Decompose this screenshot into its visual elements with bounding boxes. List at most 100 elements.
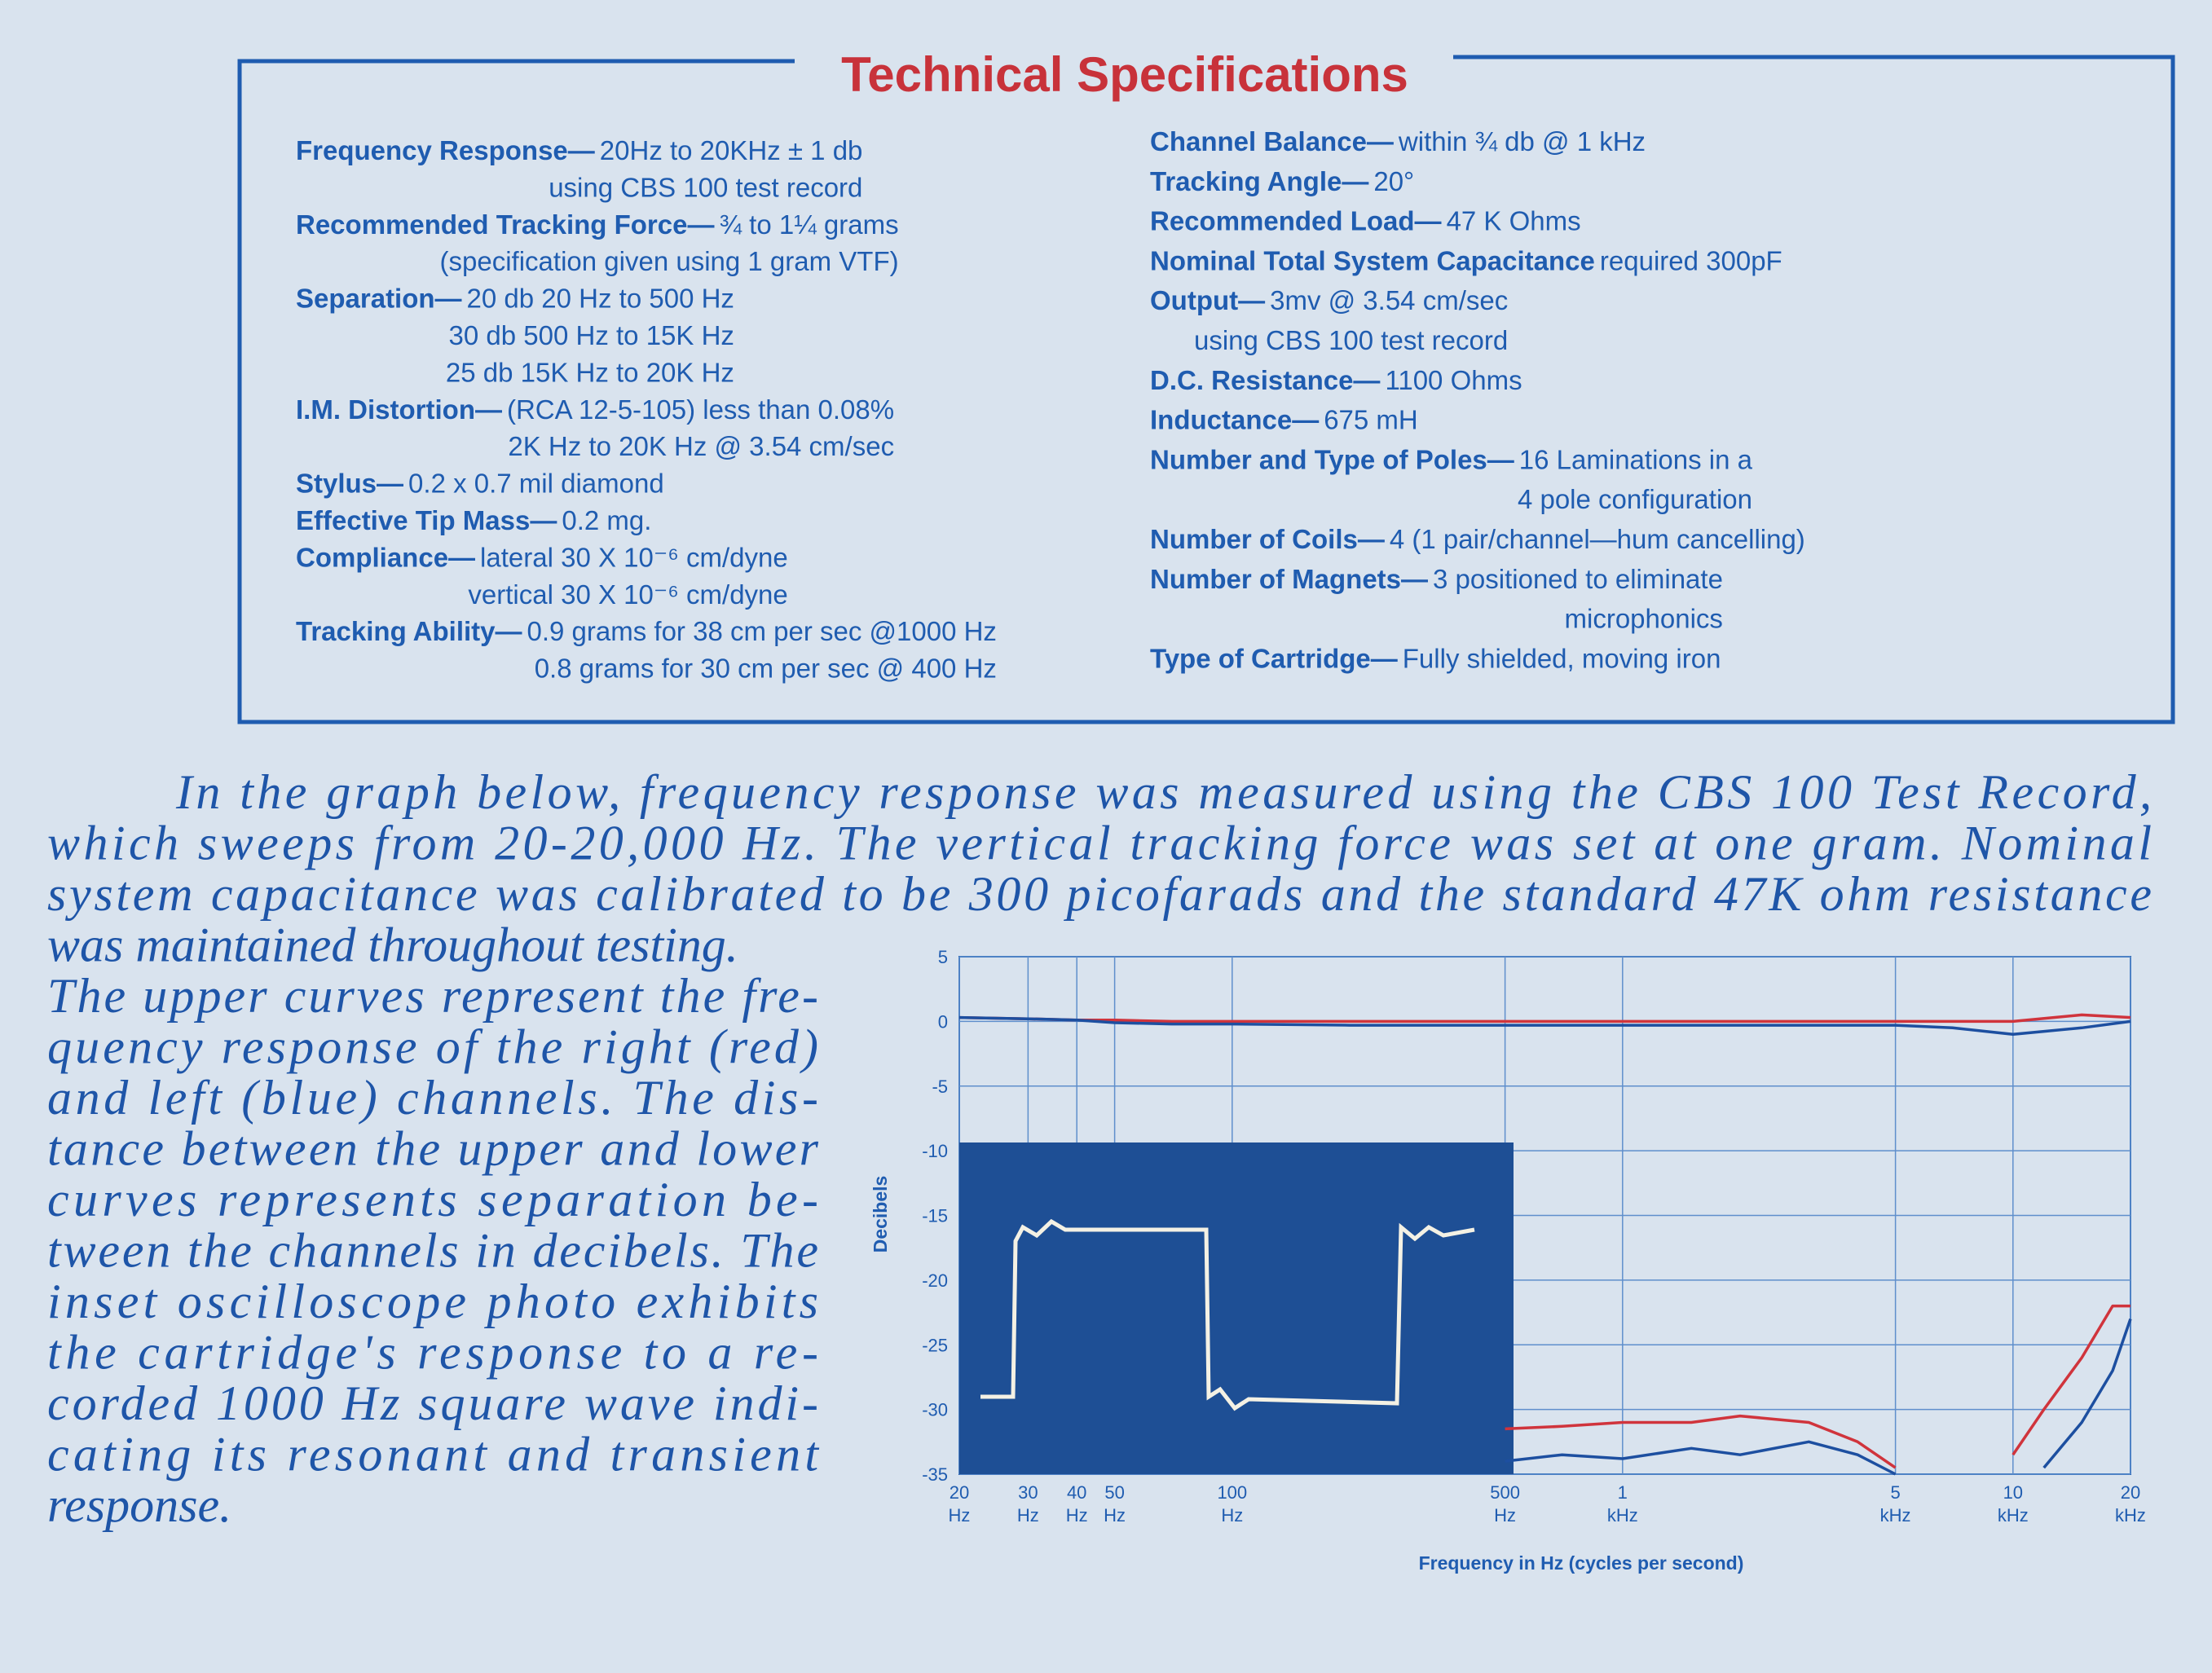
spec-value: 20°: [1373, 166, 1414, 196]
spec-value: 0.2 x 0.7 mil diamond: [408, 469, 664, 499]
x-tick-label: 500: [1490, 1482, 1520, 1503]
spec-label: Separation—: [296, 284, 462, 314]
spec-value: 675 mH: [1324, 405, 1418, 435]
x-tick-unit: Hz: [1104, 1505, 1126, 1526]
paragraph-line: system capacitance was calibrated to be …: [47, 867, 2152, 921]
paragraph-line: which sweeps from 20-20,000 Hz. The vert…: [47, 817, 2152, 870]
spec-line: Separation— 20 db 20 Hz to 500 Hz: [296, 284, 734, 314]
paragraph-line: In the graph below, frequency response w…: [175, 765, 2152, 819]
x-tick-unit: Hz: [1494, 1505, 1516, 1526]
y-tick-label: -15: [922, 1206, 948, 1226]
spec-label: Stylus—: [296, 469, 403, 499]
x-tick-label: 30: [1018, 1482, 1038, 1503]
spec-line: Number of Coils— 4 (1 pair/channel—hum ca…: [1150, 524, 1805, 554]
spec-value: ¾ to 1¼ grams: [719, 209, 898, 240]
x-tick-unit: Hz: [949, 1505, 971, 1526]
spec-continuation: (specification given using 1 gram VTF): [440, 246, 899, 276]
square-wave-trace: [980, 1218, 1475, 1411]
spec-label: I.M. Distortion—: [296, 394, 502, 425]
spec-value: Fully shielded, moving iron: [1403, 643, 1721, 673]
x-tick-label: 20: [950, 1482, 969, 1503]
y-tick-label: -30: [922, 1400, 948, 1420]
spec-label: Tracking Ability—: [296, 616, 522, 646]
spec-box: [237, 55, 2175, 724]
spec-value: 4 (1 pair/channel—hum cancelling): [1390, 524, 1805, 554]
x-tick-unit: Hz: [1066, 1505, 1088, 1526]
spec-line: Number and Type of Poles— 16 Laminations …: [1150, 444, 1753, 474]
paragraph-line: tance between the upper and lower: [47, 1122, 819, 1176]
inset: [959, 1142, 1514, 1474]
paragraph-line: cating its resonant and transient: [47, 1428, 819, 1481]
spec-value: 20 db 20 Hz to 500 Hz: [467, 284, 734, 314]
spec-title: Technical Specifications: [841, 47, 1408, 102]
paragraph-line: response.: [47, 1478, 231, 1532]
x-tick-label: 40: [1067, 1482, 1086, 1503]
spec-label: Output—: [1150, 285, 1265, 315]
spec-line: Tracking Ability— 0.9 grams for 38 cm per…: [296, 616, 997, 646]
spec-value: 1100 Ohms: [1385, 365, 1522, 395]
spec-value: within ¾ db @ 1 kHz: [1398, 126, 1646, 156]
paragraph-line: The upper curves represent the fre-: [47, 969, 818, 1023]
x-tick-unit: kHz: [2115, 1505, 2146, 1526]
spec-continuation: 30 db 500 Hz to 15K Hz: [449, 320, 734, 350]
spec-line: Nominal Total System Capacitance required…: [1150, 245, 1782, 275]
spec-line: Effective Tip Mass— 0.2 mg.: [296, 505, 651, 535]
spec-continuation: 2K Hz to 20K Hz @ 3.54 cm/sec: [508, 431, 894, 461]
spec-label: D.C. Resistance—: [1150, 365, 1380, 395]
spec-continuation: 25 db 15K Hz to 20K Hz: [446, 357, 734, 387]
x-tick-label: 10: [2003, 1482, 2023, 1503]
spec-value: lateral 30 X 10⁻⁶ cm/dyne: [480, 542, 788, 572]
spec-label: Compliance—: [296, 542, 475, 572]
spec-value: 20Hz to 20KHz ± 1 db: [600, 135, 863, 165]
spec-continuation: vertical 30 X 10⁻⁶ cm/dyne: [468, 579, 787, 610]
spec-label: Inductance—: [1150, 405, 1319, 435]
spec-line: Recommended Load— 47 K Ohms: [1150, 206, 1581, 236]
paragraph-line: tween the channels in decibels. The: [47, 1224, 818, 1278]
spec-continuation: 4 pole configuration: [1518, 484, 1752, 514]
spec-value: (RCA 12-5-105) less than 0.08%: [507, 394, 894, 425]
paragraph-line: corded 1000 Hz square wave indi-: [47, 1376, 818, 1430]
x-tick-unit: Hz: [1221, 1505, 1243, 1526]
spec-line: Number of Magnets— 3 positioned to elimin…: [1150, 564, 1723, 594]
paragraph-line: curves represents separation be-: [47, 1173, 818, 1226]
spec-label: Tracking Angle—: [1150, 166, 1368, 196]
spec-value: 0.2 mg.: [562, 505, 651, 535]
spec-label: Number of Magnets—: [1150, 564, 1428, 594]
spec-value: 3mv @ 3.54 cm/sec: [1270, 285, 1508, 315]
spec-value: 16 Laminations in a: [1519, 444, 1753, 474]
spec-line: Compliance— lateral 30 X 10⁻⁶ cm/dyne: [296, 542, 788, 572]
y-axis-title: Decibels: [870, 1176, 891, 1253]
x-tick-label: 100: [1217, 1482, 1247, 1503]
spec-value: required 300pF: [1600, 245, 1782, 275]
spec-line: Channel Balance— within ¾ db @ 1 kHz: [1150, 126, 1646, 156]
spec-label: Effective Tip Mass—: [296, 505, 557, 535]
paragraph-line: was maintained throughout testing.: [47, 918, 738, 972]
x-tick-unit: kHz: [1607, 1505, 1638, 1526]
oscilloscope-inset: [959, 1142, 1514, 1474]
paragraph-line: inset oscilloscope photo exhibits: [47, 1275, 818, 1328]
spec-label: Channel Balance—: [1150, 126, 1394, 156]
spec-line: Type of Cartridge— Fully shielded, moving…: [1150, 643, 1721, 673]
spec-continuation: microphonics: [1565, 604, 1723, 634]
series-line: [958, 1015, 2131, 1037]
x-tick-label: 1: [1618, 1482, 1628, 1503]
x-tick-unit: kHz: [1880, 1505, 1911, 1526]
spec-label: Nominal Total System Capacitance: [1150, 245, 1595, 275]
x-tick-unit: Hz: [1017, 1505, 1039, 1526]
x-axis-title: Frequency in Hz (cycles per second): [1419, 1552, 1744, 1574]
y-tick-label: -20: [922, 1270, 948, 1291]
spec-label: Number of Coils—: [1150, 524, 1385, 554]
spec-label: Number and Type of Poles—: [1150, 444, 1514, 474]
x-tick-unit: kHz: [1998, 1505, 2029, 1526]
spec-label: Frequency Response—: [296, 135, 595, 165]
spec-line: Recommended Tracking Force— ¾ to 1¼ grams: [296, 209, 899, 240]
spec-value: 47 K Ohms: [1447, 206, 1581, 236]
y-tick-label: -35: [922, 1464, 948, 1485]
y-tick-label: -10: [922, 1141, 948, 1161]
spec-line: Stylus— 0.2 x 0.7 mil diamond: [296, 469, 664, 499]
series-line: [1505, 1318, 2132, 1476]
spec-line: I.M. Distortion— (RCA 12-5-105) less than…: [296, 394, 894, 425]
y-tick-label: -25: [922, 1335, 948, 1355]
spec-continuation: using CBS 100 test record: [1194, 325, 1508, 355]
x-tick-label: 20: [2121, 1482, 2140, 1503]
